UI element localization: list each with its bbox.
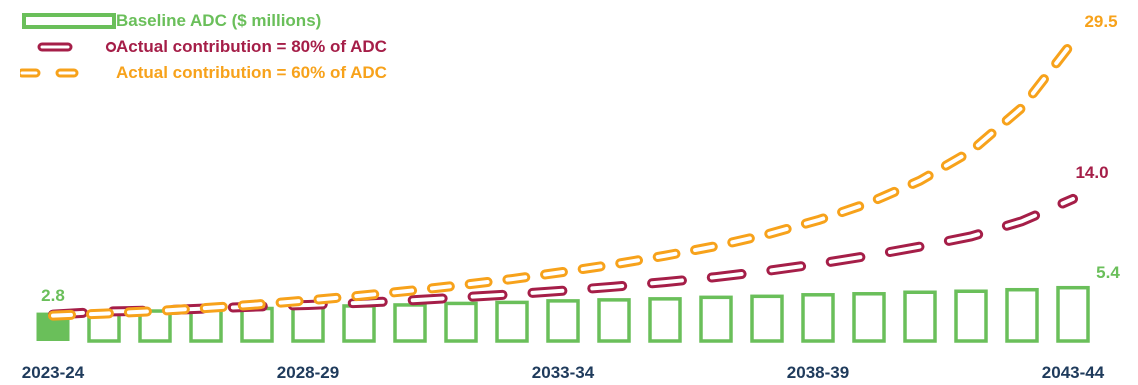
bar-2035-36 [648, 297, 682, 343]
bar-2025-26 [138, 309, 172, 343]
bar-2029-30 [342, 304, 376, 343]
bar-2040-41 [903, 290, 937, 343]
bar-2039-40 [852, 292, 886, 343]
line-80pct-end-value-label: 14.0 [1075, 163, 1108, 182]
legend-label-80: Actual contribution = 80% of ADC [116, 37, 387, 56]
x-tick-label-2033-34: 2033-34 [532, 363, 595, 382]
legend-swatch-80 [20, 36, 116, 58]
bar-2043-44 [1056, 285, 1090, 343]
legend-item-80: Actual contribution = 80% of ADC [20, 34, 387, 60]
legend-item-60: Actual contribution = 60% of ADC [20, 60, 387, 86]
line-80pct-inner [51, 196, 1075, 317]
bar-2032-33 [495, 300, 529, 343]
bar-2028-29 [291, 305, 325, 343]
bar-start-value-label: 2.8 [41, 286, 65, 305]
bar-2033-34 [546, 299, 580, 343]
legend-label-60: Actual contribution = 60% of ADC [116, 63, 387, 82]
x-tick-label-2038-39: 2038-39 [787, 363, 849, 382]
legend-label-baseline: Baseline ADC ($ millions) [116, 11, 322, 30]
lines-layer [48, 36, 1078, 321]
bar-2037-38 [750, 294, 784, 343]
legend-item-baseline: Baseline ADC ($ millions) [20, 8, 387, 34]
line-60pct-end-value-label: 29.5 [1084, 12, 1117, 31]
x-tick-label-2023-24: 2023-24 [22, 363, 85, 382]
bar-2041-42 [954, 289, 988, 343]
bar-2042-43 [1005, 287, 1039, 343]
legend-swatch-baseline [20, 10, 116, 32]
line-80pct-outline [48, 193, 1078, 320]
line-60pct-inner [51, 39, 1075, 318]
bar-2027-28 [240, 306, 274, 343]
bar-2034-35 [597, 298, 631, 343]
legend-swatch-60 [20, 62, 116, 84]
x-tick-label-2043-44: 2043-44 [1042, 363, 1105, 382]
bar-end-value-label: 5.4 [1096, 263, 1120, 282]
bar-2030-31 [393, 303, 427, 343]
bar-2038-39 [801, 293, 835, 343]
x-tick-label-2028-29: 2028-29 [277, 363, 339, 382]
bar-2026-27 [189, 308, 223, 343]
bar-2031-32 [444, 301, 478, 343]
bars-layer [36, 285, 1090, 343]
legend: Baseline ADC ($ millions) Actual contrib… [20, 8, 387, 86]
bar-2036-37 [699, 295, 733, 343]
labels-layer: 2023-24 2028-29 2033-34 2038-39 2043-44 2.8 5.… [22, 12, 1121, 382]
